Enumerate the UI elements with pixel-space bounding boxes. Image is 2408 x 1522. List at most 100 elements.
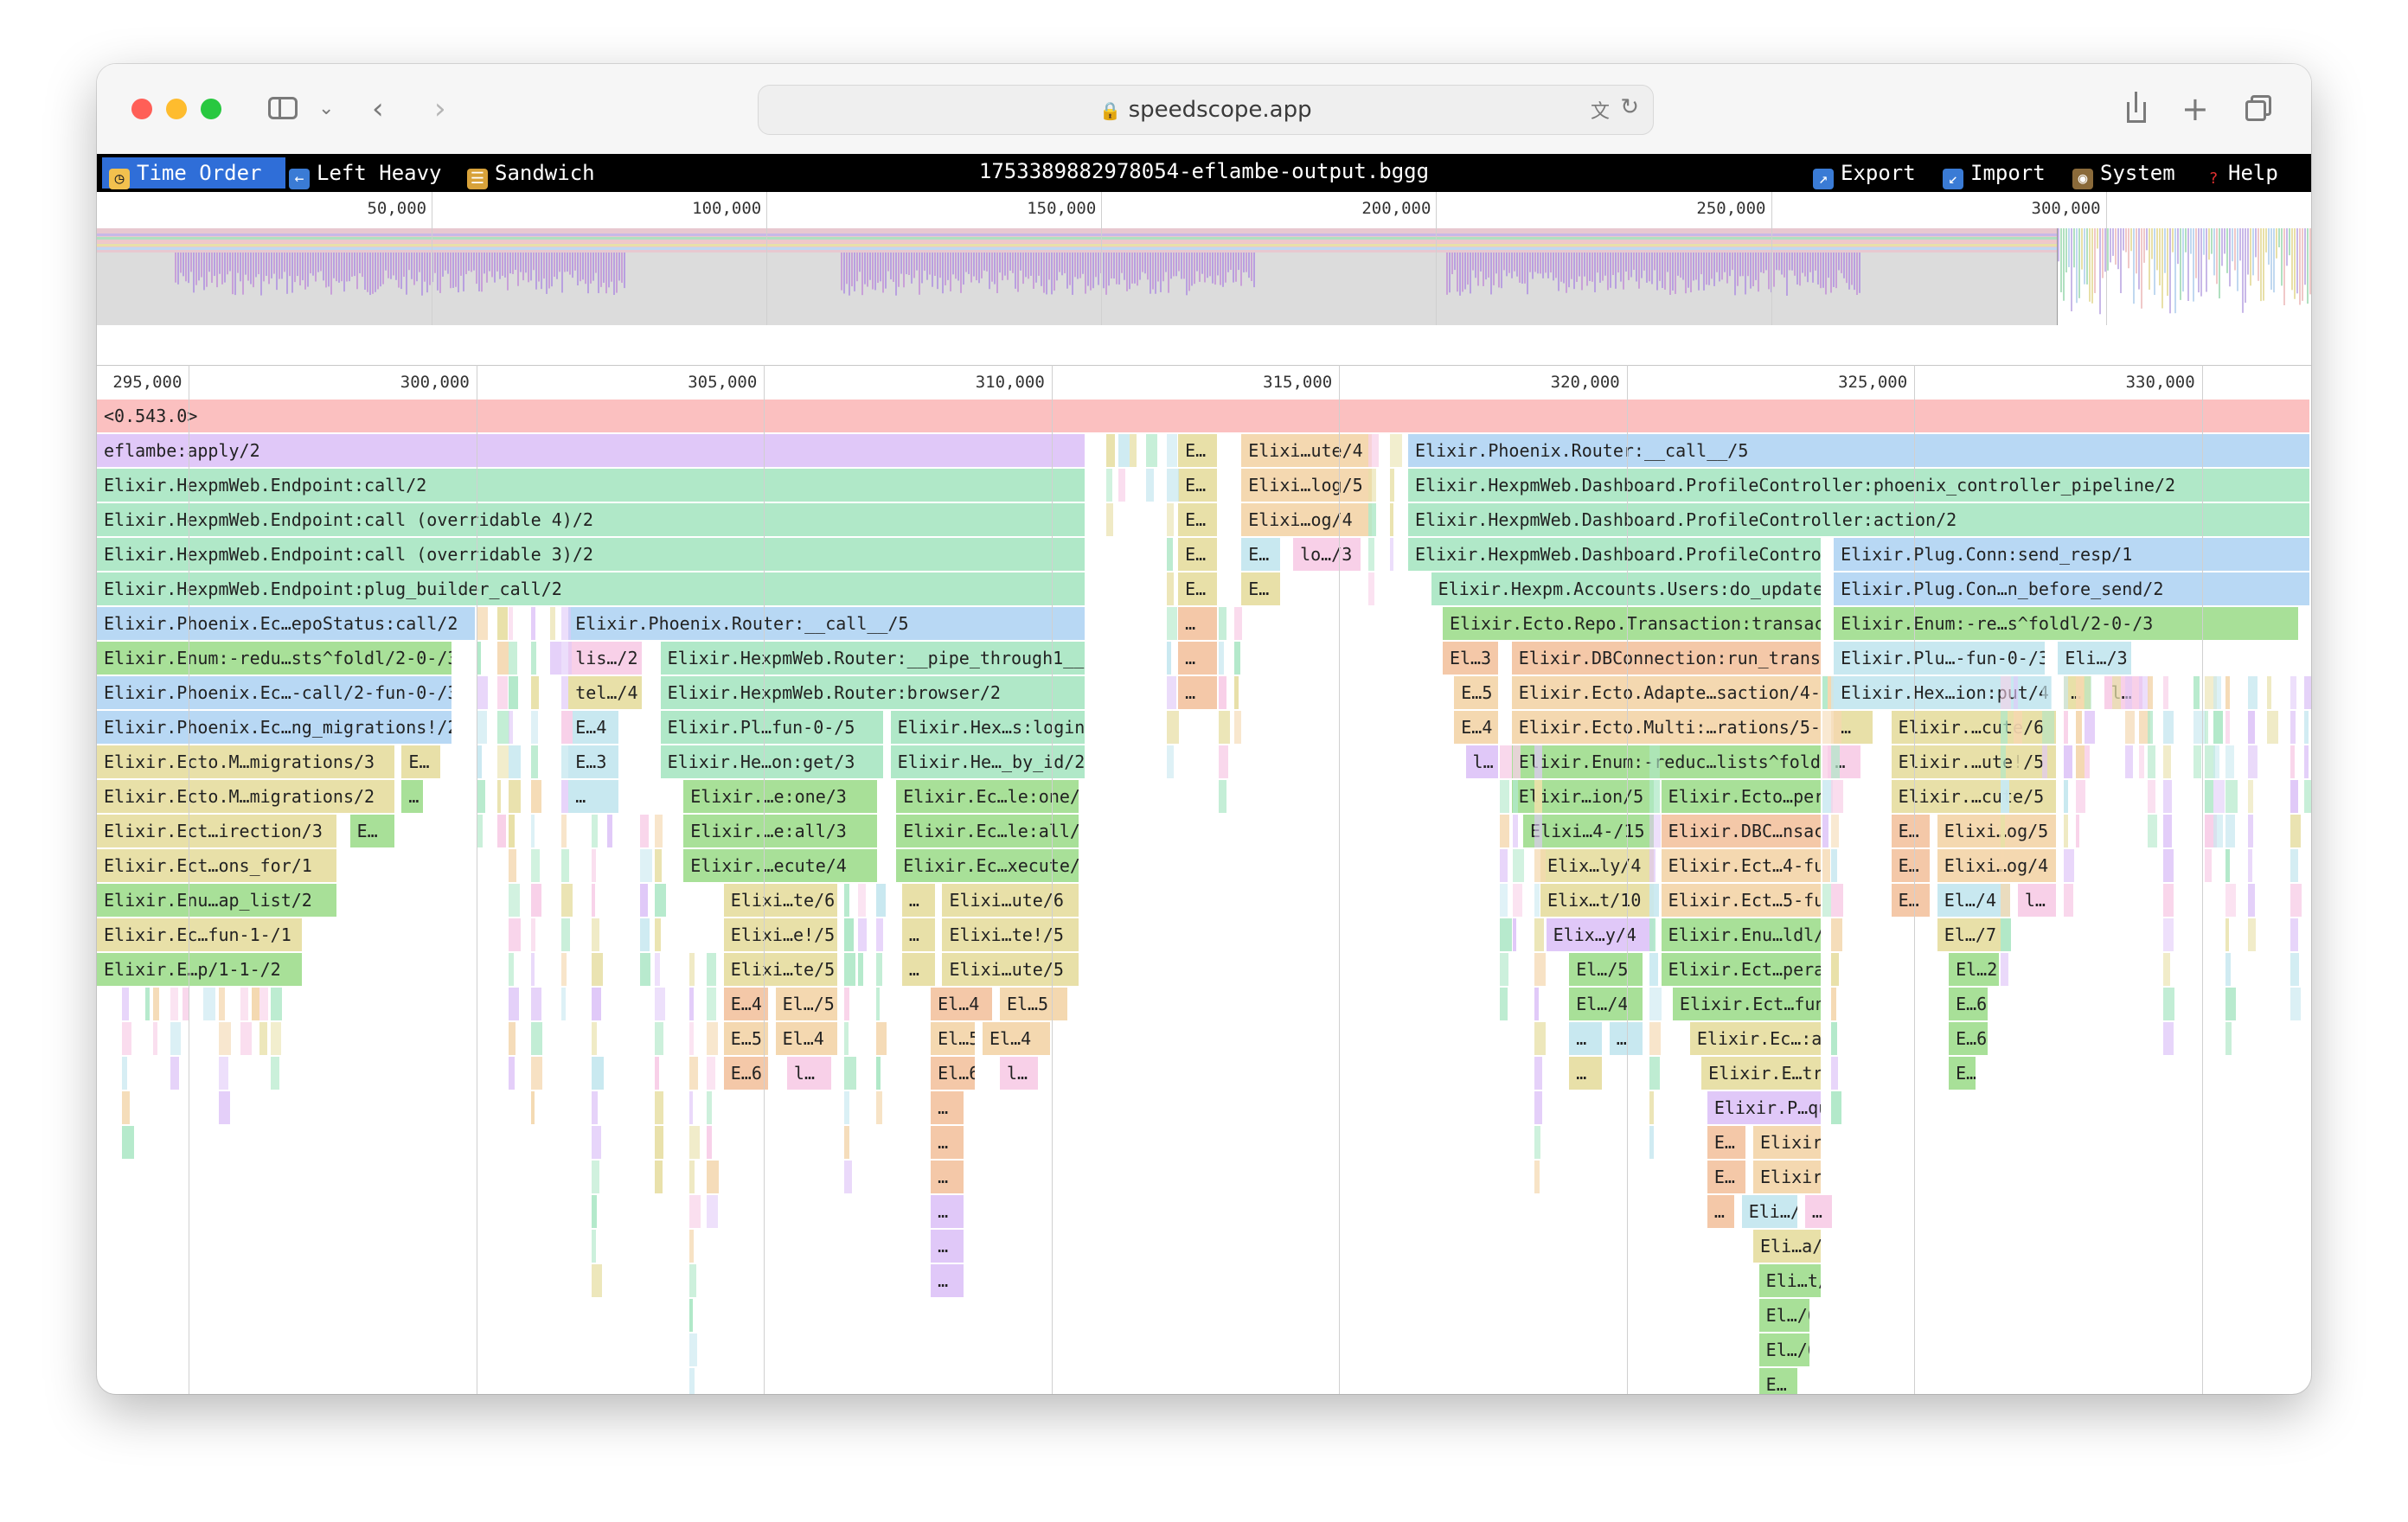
- flame-frame-sliver[interactable]: [2075, 815, 2079, 847]
- flame-frame-sliver[interactable]: [688, 1091, 694, 1124]
- flame-frame-sliver[interactable]: [509, 953, 514, 986]
- flame-frame-sliver[interactable]: [1649, 1022, 1662, 1055]
- flame-frame-sliver[interactable]: [2225, 918, 2229, 951]
- flame-frame[interactable]: Elixir.…ecute/4: [683, 849, 878, 882]
- flame-frame[interactable]: Elixir.Ec…fun-1-/1: [97, 918, 303, 951]
- flame-frame-sliver[interactable]: [2267, 676, 2272, 709]
- flame-frame-sliver[interactable]: [2042, 676, 2053, 709]
- flame-frame-sliver[interactable]: [497, 607, 509, 640]
- flame-frame-sliver[interactable]: [1233, 711, 1242, 744]
- flame-frame-sliver[interactable]: [1367, 538, 1374, 571]
- flame-frame-sliver[interactable]: [509, 676, 519, 709]
- flame-frame-sliver[interactable]: [844, 988, 850, 1020]
- flame-frame[interactable]: El…4: [983, 1022, 1050, 1055]
- flame-frame-sliver[interactable]: [1367, 572, 1374, 605]
- flame-frame-sliver[interactable]: [2138, 676, 2150, 709]
- flame-frame[interactable]: Elixir.Phoenix.Ec…ng_migrations!/2: [97, 711, 452, 744]
- flame-frame[interactable]: Elixir.E…truct/10: [1701, 1057, 1821, 1090]
- flame-frame-sliver[interactable]: [1649, 918, 1656, 951]
- flame-frame[interactable]: El…2: [1949, 953, 1999, 986]
- flame-frame-sliver[interactable]: [1166, 711, 1179, 744]
- flame-frame-sliver[interactable]: [1218, 676, 1227, 709]
- flame-frame-sliver[interactable]: [1166, 503, 1174, 536]
- flame-frame-sliver[interactable]: [591, 988, 601, 1020]
- flame-frame-sliver[interactable]: [2303, 745, 2309, 778]
- flame-frame-sliver[interactable]: [476, 711, 487, 744]
- flame-frame-sliver[interactable]: [170, 988, 179, 1020]
- flame-frame-sliver[interactable]: [707, 1057, 715, 1090]
- flame-frame-sliver[interactable]: [640, 918, 650, 951]
- flame-frame-sliver[interactable]: [2111, 676, 2121, 709]
- flame-frame-sliver[interactable]: [844, 1126, 850, 1159]
- flame-frame-sliver[interactable]: [2014, 711, 2023, 744]
- flame-frame-sliver[interactable]: [497, 780, 502, 813]
- flame-frame-sliver[interactable]: [2213, 815, 2223, 847]
- flame-frame-sliver[interactable]: [2163, 815, 2172, 847]
- flame-frame[interactable]: Elixi…te!/5: [942, 918, 1079, 951]
- flame-frame[interactable]: …: [1178, 676, 1217, 709]
- flame-frame[interactable]: Elixir.Ec…xecute/4: [896, 849, 1079, 882]
- flame-frame-sliver[interactable]: [2248, 780, 2253, 813]
- flame-frame[interactable]: Elixir.Ect…fun-4-/15: [1672, 988, 1821, 1020]
- flame-frame-sliver[interactable]: [1512, 780, 1518, 813]
- flame-frame-sliver[interactable]: [2205, 745, 2215, 778]
- flame-frame-sliver[interactable]: [2000, 849, 2004, 882]
- flame-frame[interactable]: l…: [999, 1057, 1039, 1090]
- flame-frame[interactable]: l…: [786, 1057, 832, 1090]
- flame-frame[interactable]: Elixir.HexpmWeb.Dashboard.ProfileControl…: [1408, 469, 2309, 502]
- flame-frame-sliver[interactable]: [2075, 676, 2084, 709]
- flame-frame-sliver[interactable]: [2000, 780, 2010, 813]
- flame-frame-sliver[interactable]: [561, 745, 573, 778]
- flame-frame-sliver[interactable]: [654, 815, 663, 847]
- flame-frame-sliver[interactable]: [476, 780, 485, 813]
- flame-frame[interactable]: Elixir.HexpmWeb.Endpoint:call (overridab…: [97, 538, 1085, 571]
- flame-frame[interactable]: E…: [1241, 538, 1280, 571]
- flame-frame-sliver[interactable]: [2148, 780, 2156, 813]
- flame-frame-sliver[interactable]: [654, 1091, 664, 1124]
- flame-frame-sliver[interactable]: [1389, 538, 1394, 571]
- flame-frame-sliver[interactable]: [476, 815, 484, 847]
- flame-frame[interactable]: Elixir.HexpmWeb.Dashboard.ProfileControl…: [1408, 503, 2309, 536]
- flame-frame-sliver[interactable]: [2000, 884, 2011, 917]
- flame-frame-sliver[interactable]: [1822, 780, 1833, 813]
- flame-frame[interactable]: E…6: [723, 1057, 768, 1090]
- flame-frame[interactable]: Elixir.Phoenix.Ec…-call/2-fun-0-/3: [97, 676, 452, 709]
- flame-frame-sliver[interactable]: [844, 1057, 856, 1090]
- flame-frame-sliver[interactable]: [1822, 884, 1831, 917]
- flame-frame-sliver[interactable]: [251, 988, 259, 1020]
- flame-frame[interactable]: …: [931, 1264, 964, 1297]
- flame-frame-sliver[interactable]: [844, 1022, 849, 1055]
- new-tab-icon[interactable]: +: [2181, 90, 2209, 128]
- overview-minimap[interactable]: [97, 228, 2311, 325]
- flame-frame[interactable]: E…: [1241, 572, 1280, 605]
- flame-frame-sliver[interactable]: [1649, 953, 1658, 986]
- flame-frame-sliver[interactable]: [497, 815, 507, 847]
- flame-frame-sliver[interactable]: [509, 642, 517, 675]
- flame-frame[interactable]: El…4: [931, 988, 993, 1020]
- flame-frame-sliver[interactable]: [2138, 745, 2145, 778]
- flame-frame-sliver[interactable]: [2163, 884, 2174, 917]
- flame-frame-sliver[interactable]: [1831, 918, 1843, 951]
- flame-frame-sliver[interactable]: [1500, 918, 1513, 951]
- flame-frame[interactable]: Elixi…e!/5: [723, 918, 837, 951]
- flame-frame[interactable]: …: [901, 884, 935, 917]
- flame-frame-sliver[interactable]: [2225, 780, 2238, 813]
- flame-frame-sliver[interactable]: [1512, 918, 1517, 951]
- flame-frame-sliver[interactable]: [591, 1195, 597, 1228]
- flame-frame-sliver[interactable]: [1233, 642, 1240, 675]
- flame-frame-sliver[interactable]: [591, 1091, 599, 1124]
- flamegraph[interactable]: <0.543.0> eflambe:apply/2 E… Elixi…ute/4 Eli…: [97, 400, 2311, 1394]
- flame-frame[interactable]: E…: [1758, 1368, 1798, 1394]
- flame-frame-sliver[interactable]: [1166, 642, 1172, 675]
- flame-frame[interactable]: Elixir.HexpmWeb.Router:__pipe_through1__…: [660, 642, 1085, 675]
- flame-frame-sliver[interactable]: [844, 1161, 852, 1193]
- flame-frame[interactable]: Eli…/3: [2058, 642, 2131, 675]
- flame-frame-sliver[interactable]: [1534, 1057, 1543, 1090]
- flame-frame[interactable]: El…/6: [1758, 1299, 1809, 1332]
- flame-frame[interactable]: E…: [1891, 815, 1931, 847]
- flame-frame-sliver[interactable]: [591, 815, 598, 847]
- flame-frame[interactable]: El…/5: [775, 988, 837, 1020]
- flame-frame-sliver[interactable]: [591, 918, 600, 951]
- flame-frame-sliver[interactable]: [561, 988, 566, 1020]
- flame-frame[interactable]: Elixir.Hex…s:login/2: [890, 711, 1085, 744]
